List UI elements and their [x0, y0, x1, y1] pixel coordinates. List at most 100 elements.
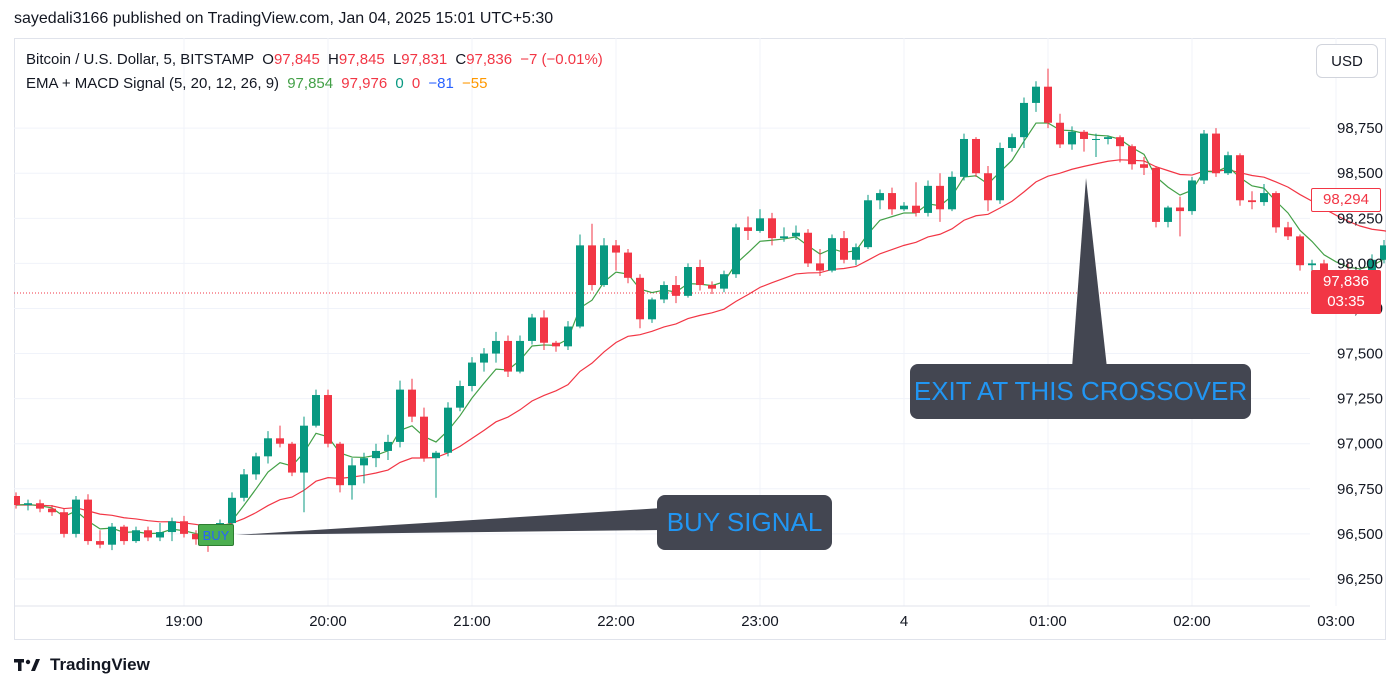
legend-high: 97,845 [338, 51, 385, 68]
grid-layer [14, 38, 1337, 606]
x-tick-label: 21:00 [453, 613, 491, 630]
candle [876, 189, 884, 210]
indicator-value-6: −55 [462, 75, 488, 92]
candle [1068, 126, 1076, 150]
candle [132, 526, 140, 543]
candle [888, 187, 896, 215]
legend-low-label: L [392, 51, 402, 68]
candle [84, 494, 92, 545]
candle [288, 441, 296, 477]
candle [984, 166, 992, 212]
candle [36, 499, 44, 513]
legend-ohlc: Bitcoin / U.S. Dollar, 5, BITSTAMP O97,8… [26, 51, 607, 68]
x-axis-labels: 19:00 20:00 21:00 22:00 23:00 4 01:00 02:00 03:0… [165, 613, 1355, 630]
candle [648, 297, 656, 323]
candle [516, 335, 524, 374]
footer-brand[interactable]: TradingView [14, 655, 150, 675]
y-tick-label: 98,750 [1337, 120, 1383, 137]
candle-layer [14, 68, 1386, 552]
candle [1272, 191, 1280, 233]
y-tick-label: 98,250 [1337, 210, 1383, 227]
candle [468, 357, 476, 392]
candle [912, 182, 920, 217]
indicator-name: EMA + MACD Signal (5, 20, 12, 26, 9) [26, 75, 280, 92]
indicator-value-2: 97,976 [341, 75, 388, 92]
candle [1188, 176, 1196, 215]
y-tick-label: 96,750 [1337, 481, 1383, 498]
candle [1200, 129, 1208, 185]
candle [660, 281, 668, 304]
candle [1128, 144, 1136, 170]
candle [588, 223, 596, 291]
candle [816, 248, 824, 277]
candle [768, 212, 776, 246]
candle [996, 142, 1004, 204]
candle [708, 281, 716, 295]
candle [612, 239, 620, 271]
exit-callout: EXIT AT THIS CROSSOVER [910, 364, 1251, 419]
candle [1008, 133, 1016, 152]
candle [840, 230, 848, 264]
candle [600, 238, 608, 287]
y-tick-label: 97,000 [1337, 436, 1383, 453]
x-tick-label: 01:00 [1029, 613, 1067, 630]
y-axis-labels: 96,25096,50096,75097,00097,25097,50097,7… [1337, 120, 1383, 588]
ema-fast-line [15, 122, 1386, 538]
candle [456, 380, 464, 412]
candle [552, 340, 560, 352]
legend-close: 97,836 [466, 51, 513, 68]
candle [828, 234, 836, 273]
candle [864, 194, 872, 249]
candle [348, 458, 356, 500]
candle [636, 274, 644, 329]
candle [528, 313, 536, 345]
candle [1020, 97, 1028, 148]
candle [312, 389, 320, 428]
candle [444, 402, 452, 457]
x-tick-label: 19:00 [165, 613, 203, 630]
candle [576, 234, 584, 329]
last-price-value: 97,836 [1323, 273, 1369, 290]
x-tick-label: 02:00 [1173, 613, 1211, 630]
candle [1176, 196, 1184, 237]
candle [504, 335, 512, 377]
candle [696, 259, 704, 291]
candle [180, 515, 188, 538]
candle [672, 276, 680, 304]
y-tick-label: 96,250 [1337, 571, 1383, 588]
indicator-value-4: 0 [411, 75, 421, 92]
candle [804, 229, 812, 268]
price-chart[interactable]: 96,25096,50096,75097,00097,25097,50097,7… [14, 38, 1386, 640]
candle [396, 380, 404, 448]
legend-open: 97,845 [273, 51, 320, 68]
indicator-value-5: −81 [428, 75, 454, 92]
candle [300, 416, 308, 513]
candle [936, 173, 944, 222]
candle [1260, 184, 1268, 206]
candle [120, 524, 128, 545]
candle [756, 209, 764, 233]
candle [1212, 128, 1220, 177]
chart-frame [14, 38, 1386, 640]
candle [192, 530, 200, 545]
ema-slow-line [15, 159, 1386, 527]
candle [492, 331, 500, 363]
candle [624, 248, 632, 284]
candle [1140, 157, 1148, 176]
candle [1296, 234, 1304, 271]
candle [24, 499, 32, 511]
candle [372, 443, 380, 468]
ema-price-tag: 98,294 [1311, 188, 1381, 212]
candle [1116, 135, 1124, 163]
candle [792, 225, 800, 240]
candle [720, 270, 728, 293]
y-tick-label: 97,500 [1337, 346, 1383, 363]
currency-button[interactable]: USD [1316, 44, 1378, 78]
candle [924, 180, 932, 217]
legend-indicator: EMA + MACD Signal (5, 20, 12, 26, 9) 97,… [26, 75, 491, 92]
candle [948, 171, 956, 212]
candle [900, 202, 908, 212]
candle [564, 321, 572, 350]
candle [108, 523, 116, 551]
candle [252, 452, 260, 480]
